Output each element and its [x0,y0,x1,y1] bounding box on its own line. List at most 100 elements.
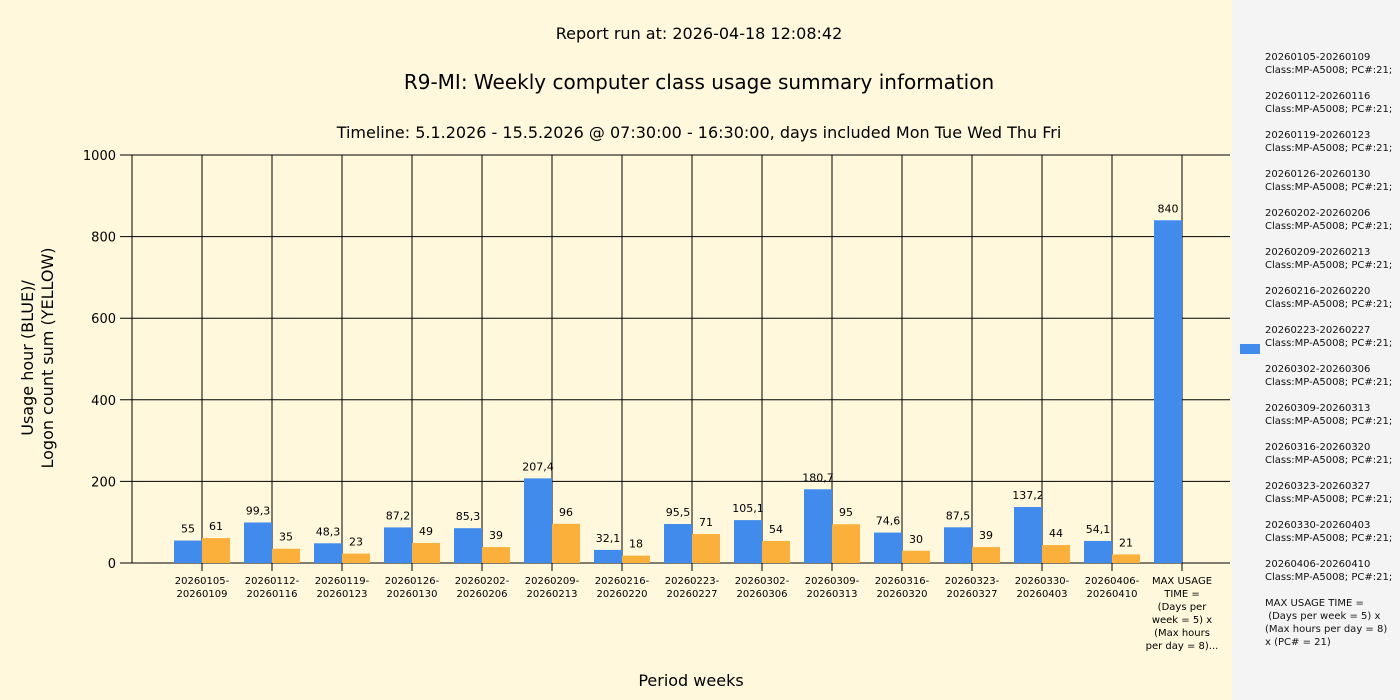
x-tick-label: 20260206 [457,589,508,600]
legend-item: 20260216-20260220 Class:MP-A5008; PC#:21… [1265,286,1393,310]
bar-usage [314,543,342,563]
x-tick-label: 20260109 [177,589,228,600]
x-tick-label: 20260123 [317,589,368,600]
bar-usage [944,527,972,563]
legend-item: 20260323-20260327 Class:MP-A5008; PC#:21… [1265,481,1393,505]
y-tick-label: 400 [91,394,116,409]
legend-item: 20260302-20260306 Class:MP-A5008; PC#:21… [1265,364,1393,388]
bar-logon [832,524,860,563]
data-label: 32,1 [596,532,621,545]
x-tick-label: 20260130 [387,589,438,600]
x-tick-label: 20260213 [527,589,578,600]
data-label: 840 [1158,202,1179,215]
data-label: 95,5 [666,506,691,519]
legend-item: 20260330-20260403 Class:MP-A5008; PC#:21… [1265,520,1393,544]
data-label: 96 [559,506,573,519]
bar-usage [174,540,202,563]
x-tick-label: 20260223- [665,576,720,587]
bar-usage [664,524,692,563]
bar-chart: Report run at: 2026-04-18 12:08:42 R9-MI:… [18,24,1230,690]
x-tick-label: 20260126- [385,576,440,587]
data-label: 74,6 [876,515,901,528]
data-label: 71 [699,516,713,529]
data-label: 21 [1119,536,1133,549]
y-tick-label: 800 [91,231,116,246]
data-label: 30 [909,533,923,546]
report-run: Report run at: 2026-04-18 12:08:42 [556,24,843,43]
y-tick-label: 0 [108,557,116,572]
bar-usage [734,520,762,563]
data-label: 105,1 [732,502,764,515]
legend: 20260105-20260109 Class:MP-A5008; PC#:21… [1232,0,1400,700]
bar-logon [412,543,440,563]
legend-swatch [1240,344,1260,354]
x-tick-label: 20260327 [947,589,998,600]
bar-logon [622,555,650,563]
data-label: 23 [349,536,363,549]
legend-item: 20260202-20260206 Class:MP-A5008; PC#:21… [1265,208,1393,232]
bar-logon [1112,554,1140,563]
bar-logon [552,523,580,563]
y-tick-label: 600 [91,312,116,327]
data-label: 55 [181,523,195,536]
y-axis-label: Usage hour (BLUE)/ [18,280,37,436]
data-label: 54,1 [1086,523,1111,536]
y-tick-label: 1000 [83,149,116,164]
x-tick-label: 20260313 [807,589,858,600]
legend-item: 20260309-20260313 Class:MP-A5008; PC#:21… [1265,403,1393,427]
x-tick-label: 20260330- [1015,576,1070,587]
x-tick-label: 20260227 [667,589,718,600]
data-label: 87,2 [386,509,411,522]
bar-usage [1014,507,1042,563]
x-tick-label: 20260406- [1085,576,1140,587]
bar-logon [482,547,510,563]
x-tick-label: week = 5) x [1152,615,1212,626]
y-axis-label: Logon count sum (YELLOW) [38,247,57,468]
bar-logon [1042,545,1070,563]
x-tick-label: 20260410 [1087,589,1138,600]
data-label: 49 [419,525,433,538]
legend-item: MAX USAGE TIME = (Days per week = 5) x (… [1265,598,1388,648]
x-tick-label: 20260323- [945,576,1000,587]
legend-item: 20260119-20260123 Class:MP-A5008; PC#:21… [1265,130,1393,154]
bar-usage [1084,540,1112,563]
x-axis-label: Period weeks [638,671,743,690]
x-tick-label: 20260309- [805,576,860,587]
x-tick-label: per day = 8)... [1146,641,1219,652]
legend-item: 20260316-20260320 Class:MP-A5008; PC#:21… [1265,442,1393,466]
x-tick-label: 20260316- [875,576,930,587]
x-tick-label: 20260119- [315,576,370,587]
data-label: 18 [629,538,643,551]
x-tick-label: (Days per [1158,602,1208,613]
data-label: 48,3 [316,525,341,538]
data-label: 35 [279,531,293,544]
legend-item: 20260406-20260410 Class:MP-A5008; PC#:21… [1265,559,1393,583]
data-label: 180,7 [802,471,834,484]
bar-usage [804,489,832,563]
bar-logon [342,553,370,563]
legend-item: 20260223-20260227 Class:MP-A5008; PC#:21… [1265,325,1393,349]
bar-logon [762,540,790,563]
data-label: 44 [1049,527,1063,540]
legend-item: 20260112-20260116 Class:MP-A5008; PC#:21… [1265,91,1393,115]
x-tick-label: 20260403 [1017,589,1068,600]
data-label: 39 [979,529,993,542]
y-tick-label: 200 [91,475,116,490]
x-tick-label: 20260105- [175,576,230,587]
bar-usage [524,478,552,563]
x-tick-label: 20260302- [735,576,790,587]
data-label: 39 [489,529,503,542]
x-tick-label: 20260220 [597,589,648,600]
x-tick-label: MAX USAGE [1152,576,1212,587]
bar-logon [202,538,230,563]
data-label: 137,2 [1012,489,1044,502]
bar-usage [454,528,482,563]
x-tick-label: (Max hours [1154,628,1210,639]
bar-logon [972,547,1000,563]
data-label: 54 [769,523,783,536]
data-label: 207,4 [522,460,554,473]
x-tick-label: 20260209- [525,576,580,587]
chart-title: R9-MI: Weekly computer class usage summa… [404,70,994,94]
x-tick-label: 20260202- [455,576,510,587]
x-tick-label: 20260306 [737,589,788,600]
